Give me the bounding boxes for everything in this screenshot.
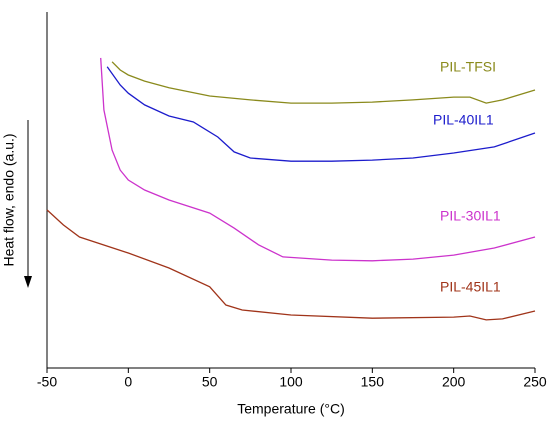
series-label: PIL-40IL1 [433,112,494,128]
series-label: PIL-30IL1 [440,208,501,224]
x-tick-label: 100 [279,374,303,390]
series-line [46,209,536,321]
x-tick-label: 50 [202,374,218,390]
arrow-head [24,276,32,288]
x-axis-title: Temperature (°C) [237,401,345,417]
series-line [106,66,536,162]
series-line [100,57,536,262]
x-tick-label: 150 [361,374,385,390]
x-tick-label: 200 [442,374,466,390]
x-tick-label: 250 [523,374,547,390]
series-label: PIL-45IL1 [440,279,501,295]
series-line [111,61,536,104]
x-tick-label: -50 [37,374,57,390]
x-tick-label: 0 [124,374,132,390]
series-label: PIL-TFSI [440,59,496,75]
y-axis-title: Heat flow, endo (a.u.) [1,133,17,266]
